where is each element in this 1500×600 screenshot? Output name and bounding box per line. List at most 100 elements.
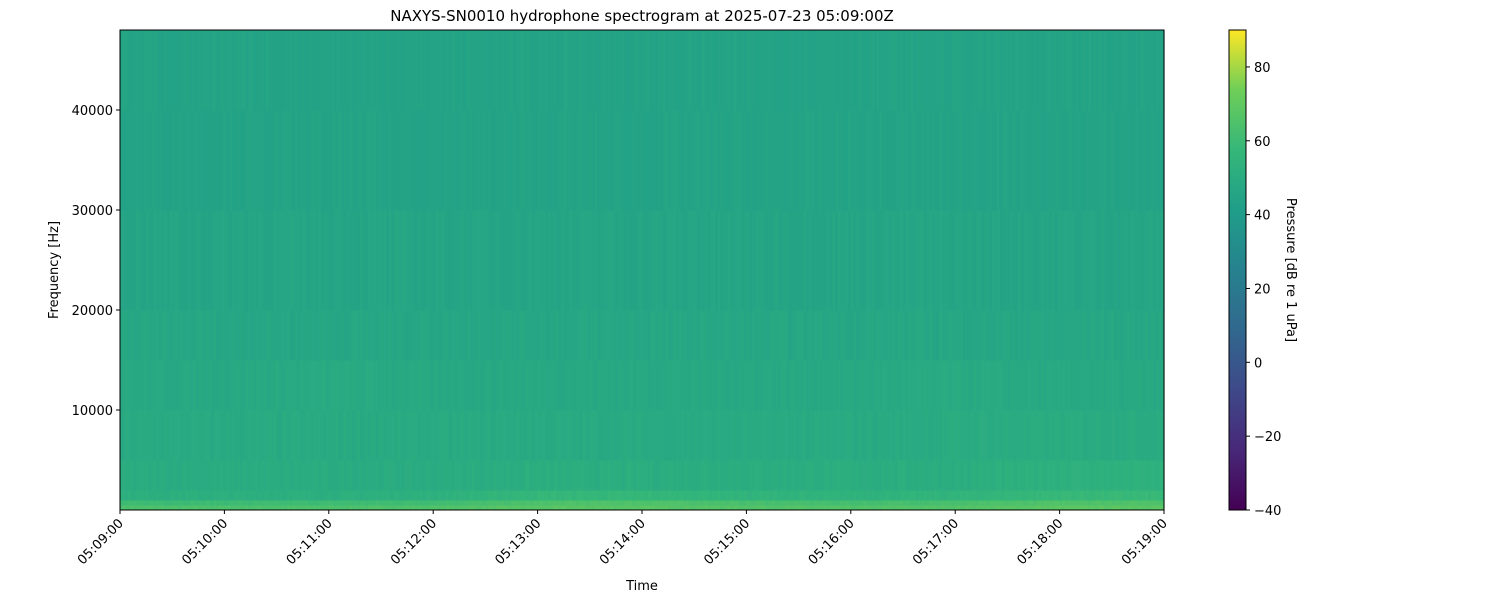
heatmap-stripe <box>842 360 847 411</box>
heatmap-stripe <box>182 505 186 511</box>
heatmap-stripe <box>887 360 891 411</box>
heatmap-stripe <box>631 500 635 506</box>
heatmap-stripe <box>1049 460 1053 491</box>
heatmap-stripe <box>660 490 664 501</box>
heatmap-stripe <box>297 500 301 506</box>
heatmap-stripe <box>292 505 296 511</box>
heatmap-stripe <box>1140 490 1144 501</box>
heatmap-stripe <box>488 210 492 311</box>
heatmap-stripe <box>349 110 353 211</box>
heatmap-stripe <box>869 360 873 411</box>
heatmap-stripe <box>1096 460 1100 491</box>
heatmap-stripe <box>840 410 844 461</box>
heatmap-stripe <box>853 500 857 506</box>
heatmap-stripe <box>780 505 784 511</box>
heatmap-stripe <box>592 30 596 111</box>
heatmap-stripe <box>245 210 249 311</box>
heatmap-stripe <box>469 360 473 411</box>
heatmap-stripe <box>357 490 361 501</box>
heatmap-stripe <box>127 110 132 211</box>
heatmap-stripe <box>965 500 969 506</box>
heatmap-stripe <box>555 460 560 491</box>
heatmap-stripe <box>477 310 481 361</box>
heatmap-stripe <box>866 460 870 491</box>
heatmap-stripe <box>370 30 374 111</box>
heatmap-stripe <box>1122 460 1126 491</box>
heatmap-stripe <box>574 505 578 511</box>
heatmap-stripe <box>717 360 721 411</box>
heatmap-stripe <box>994 30 998 111</box>
heatmap-cell <box>1059 310 1165 361</box>
heatmap-stripe <box>153 505 158 511</box>
heatmap-stripe <box>360 110 364 211</box>
heatmap-stripe <box>798 310 802 361</box>
heatmap-stripe <box>229 410 233 461</box>
heatmap-stripe <box>164 310 168 361</box>
heatmap-stripe <box>675 490 680 501</box>
heatmap-stripe <box>255 490 259 501</box>
heatmap-stripe <box>853 110 857 211</box>
heatmap-stripe <box>746 490 750 501</box>
heatmap-stripe <box>263 310 267 361</box>
heatmap-stripe <box>211 505 215 511</box>
heatmap-stripe <box>811 505 815 511</box>
heatmap-stripe <box>1017 30 1022 111</box>
heatmap-stripe <box>232 505 236 511</box>
heatmap-stripe <box>882 505 886 511</box>
heatmap-stripe <box>1049 500 1053 506</box>
heatmap-stripe <box>769 30 774 111</box>
heatmap-stripe <box>1106 210 1110 311</box>
heatmap-cell <box>328 30 434 111</box>
heatmap-stripe <box>391 30 395 111</box>
heatmap-stripe <box>362 490 366 501</box>
heatmap-stripe <box>892 460 896 491</box>
heatmap-cell <box>955 500 1061 506</box>
heatmap-stripe <box>832 460 836 491</box>
heatmap-stripe <box>782 505 787 511</box>
heatmap-stripe <box>200 505 205 511</box>
heatmap-stripe <box>908 490 912 501</box>
heatmap-stripe <box>174 490 179 501</box>
heatmap-stripe <box>733 500 737 506</box>
heatmap-stripe <box>161 410 165 461</box>
heatmap-cell <box>328 460 434 491</box>
heatmap-stripe <box>1090 460 1095 491</box>
heatmap-stripe <box>323 505 327 511</box>
heatmap-stripe <box>250 210 254 311</box>
heatmap-stripe <box>853 505 857 511</box>
heatmap-stripe <box>764 310 768 361</box>
heatmap-stripe <box>373 110 377 211</box>
heatmap-stripe <box>749 490 753 501</box>
heatmap-stripe <box>490 460 494 491</box>
heatmap-stripe <box>1064 460 1069 491</box>
heatmap-stripe <box>232 410 236 461</box>
heatmap-stripe <box>279 500 283 506</box>
heatmap-stripe <box>1098 490 1102 501</box>
heatmap-stripe <box>889 460 894 491</box>
heatmap-stripe <box>367 110 372 211</box>
heatmap-stripe <box>996 505 1001 511</box>
heatmap-stripe <box>816 410 821 461</box>
heatmap-stripe <box>307 310 312 361</box>
heatmap-stripe <box>1046 505 1050 511</box>
heatmap-stripe <box>621 210 625 311</box>
heatmap-stripe <box>673 30 677 111</box>
heatmap-stripe <box>788 410 792 461</box>
heatmap-stripe <box>715 490 719 501</box>
heatmap-stripe <box>660 505 664 511</box>
heatmap-stripe <box>461 210 466 311</box>
heatmap-stripe <box>608 110 612 211</box>
heatmap-stripe <box>717 500 721 506</box>
heatmap-stripe <box>219 460 223 491</box>
heatmap-stripe <box>1132 310 1136 361</box>
heatmap-stripe <box>634 490 638 501</box>
heatmap-stripe <box>863 210 868 311</box>
heatmap-stripe <box>976 30 980 111</box>
heatmap-stripe <box>566 460 570 491</box>
heatmap-stripe <box>1020 500 1024 506</box>
heatmap-stripe <box>1023 505 1027 511</box>
heatmap-stripe <box>120 30 124 111</box>
heatmap-stripe <box>229 30 233 111</box>
heatmap-stripe <box>566 505 570 511</box>
heatmap-stripe <box>326 490 330 501</box>
